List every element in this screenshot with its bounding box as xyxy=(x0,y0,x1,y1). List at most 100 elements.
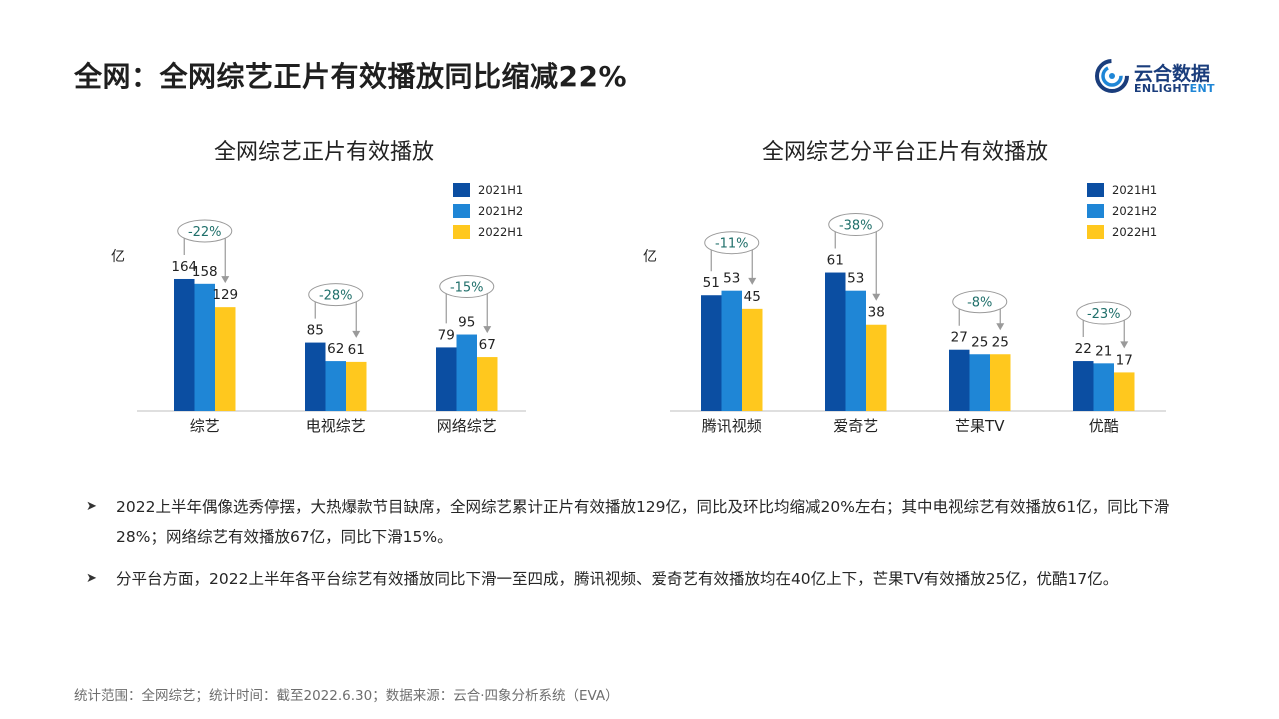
bar-2021H2-芒果TV xyxy=(969,354,990,411)
legend-swatch-2021H2 xyxy=(453,204,470,218)
data-label: 129 xyxy=(212,287,238,303)
annotation-label: -8% xyxy=(967,296,992,311)
bar-2022H1-爱奇艺 xyxy=(866,324,887,411)
bar-2021H1-芒果TV xyxy=(949,349,970,411)
legend-label: 2022H1 xyxy=(1112,225,1157,239)
annotation-arrow-icon xyxy=(352,330,361,338)
page-title: 全网：全网综艺正片有效播放同比缩减22% xyxy=(74,60,628,93)
bar-2022H1-腾讯视频 xyxy=(742,308,763,411)
data-label: 27 xyxy=(951,330,968,346)
annotation-pill xyxy=(439,275,495,299)
summary-bullets: ➤ 2022上半年偶像选秀停摆，大热爆款节目缺席，全网综艺累计正片有效播放129… xyxy=(86,492,1216,606)
x-tick-label: 爱奇艺 xyxy=(833,417,878,435)
legend-swatch-2021H1 xyxy=(1087,183,1104,197)
annotation-pill xyxy=(952,290,1008,314)
x-tick-label: 芒果TV xyxy=(955,417,1005,435)
data-label: 53 xyxy=(847,271,864,287)
bar-2022H1-优酷 xyxy=(1114,372,1135,411)
legend-swatch-2022H1 xyxy=(1087,225,1104,239)
bar-2021H2-综艺 xyxy=(194,283,215,411)
chart-1-title: 全网综艺正片有效播放 xyxy=(214,140,435,165)
y-unit-label: 亿 xyxy=(643,249,657,265)
data-label: 25 xyxy=(992,334,1009,350)
bar-2021H1-爱奇艺 xyxy=(825,272,846,411)
data-label: 85 xyxy=(307,323,324,339)
logo-text-en-main: ENLIGHT xyxy=(1134,82,1190,95)
bullet-text: 分平台方面，2022上半年各平台综艺有效播放同比下滑一至四成，腾讯视频、爱奇艺有… xyxy=(116,570,1119,588)
bar-2021H1-优酷 xyxy=(1073,361,1094,411)
legend-label: 2021H1 xyxy=(478,183,523,197)
legend-label: 2021H2 xyxy=(1112,204,1157,218)
data-label: 21 xyxy=(1095,343,1112,359)
data-label: 25 xyxy=(971,334,988,350)
legend-swatch-2021H1 xyxy=(453,183,470,197)
legend-label: 2021H2 xyxy=(478,204,523,218)
arrow-bullet-icon: ➤ xyxy=(86,499,97,514)
data-label: 95 xyxy=(458,315,475,331)
data-label: 22 xyxy=(1075,341,1092,357)
brand-logo: 云合数据 ENLIGHTENT xyxy=(1094,58,1224,98)
bar-2021H1-综艺 xyxy=(174,278,195,411)
logo-text-en: ENLIGHTENT xyxy=(1134,82,1215,95)
annotation-pill xyxy=(704,231,760,255)
legend-label: 2021H1 xyxy=(1112,183,1157,197)
logo-text-cn: 云合数据 xyxy=(1134,63,1211,85)
bar-2022H1-综艺 xyxy=(215,307,236,411)
x-tick-label: 网络综艺 xyxy=(437,417,497,435)
data-label: 62 xyxy=(327,341,344,357)
bar-2022H1-电视综艺 xyxy=(346,361,367,411)
annotation-label: -38% xyxy=(839,219,873,234)
logo-text-en-highlight: ENT xyxy=(1189,82,1215,95)
bar-2021H1-腾讯视频 xyxy=(701,295,722,411)
annotation-pill xyxy=(1076,301,1132,325)
annotation-label: -23% xyxy=(1087,307,1121,322)
bar-2021H2-爱奇艺 xyxy=(845,290,866,411)
data-label: 67 xyxy=(479,337,496,353)
bar-2022H1-芒果TV xyxy=(990,354,1011,411)
bullet-item: ➤ 分平台方面，2022上半年各平台综艺有效播放同比下滑一至四成，腾讯视频、爱奇… xyxy=(86,564,1216,594)
data-label: 51 xyxy=(703,275,720,291)
legend-swatch-2021H2 xyxy=(1087,204,1104,218)
annotation-arrow-icon xyxy=(483,326,492,334)
legend-label: 2022H1 xyxy=(478,225,523,239)
bar-2021H2-电视综艺 xyxy=(325,361,346,411)
annotation-pill xyxy=(177,219,233,243)
bar-2021H2-腾讯视频 xyxy=(721,290,742,411)
bar-2022H1-网络综艺 xyxy=(477,357,498,411)
data-label: 61 xyxy=(827,253,844,269)
arrow-bullet-icon: ➤ xyxy=(86,571,97,586)
annotation-label: -15% xyxy=(450,281,484,296)
x-tick-label: 电视综艺 xyxy=(306,417,366,435)
data-label: 53 xyxy=(723,271,740,287)
bar-2021H1-电视综艺 xyxy=(305,342,326,411)
annotation-pill xyxy=(828,213,884,237)
data-label: 45 xyxy=(744,289,761,305)
annotation-label: -11% xyxy=(715,237,749,252)
data-label: 158 xyxy=(192,264,218,280)
y-unit-label: 亿 xyxy=(111,249,125,265)
bullet-text: 2022上半年偶像选秀停摆，大热爆款节目缺席，全网综艺累计正片有效播放129亿，… xyxy=(116,498,1170,546)
annotation-pill xyxy=(308,283,364,307)
annotation-arrow-icon xyxy=(872,293,881,301)
chart-2-title: 全网综艺分平台正片有效播放 xyxy=(762,140,1049,165)
source-footnote: 统计范围：全网综艺；统计时间：截至2022.6.30；数据来源：云合·四象分析系… xyxy=(74,688,619,704)
data-label: 79 xyxy=(438,327,455,343)
data-label: 164 xyxy=(171,259,197,275)
bar-2021H1-网络综艺 xyxy=(436,347,457,411)
x-tick-label: 优酷 xyxy=(1089,417,1119,435)
annotation-arrow-icon xyxy=(221,276,230,284)
x-tick-label: 腾讯视频 xyxy=(702,417,762,435)
annotation-label: -28% xyxy=(319,289,353,304)
annotation-label: -22% xyxy=(188,225,222,240)
data-label: 61 xyxy=(348,342,365,358)
annotation-arrow-icon xyxy=(1120,341,1129,349)
x-tick-label: 综艺 xyxy=(190,417,220,435)
legend-swatch-2022H1 xyxy=(453,225,470,239)
annotation-arrow-icon xyxy=(748,277,757,285)
logo-mark-icon xyxy=(1095,59,1129,93)
bullet-item: ➤ 2022上半年偶像选秀停摆，大热爆款节目缺席，全网综艺累计正片有效播放129… xyxy=(86,492,1216,552)
data-label: 38 xyxy=(868,305,885,321)
annotation-arrow-icon xyxy=(996,323,1005,331)
